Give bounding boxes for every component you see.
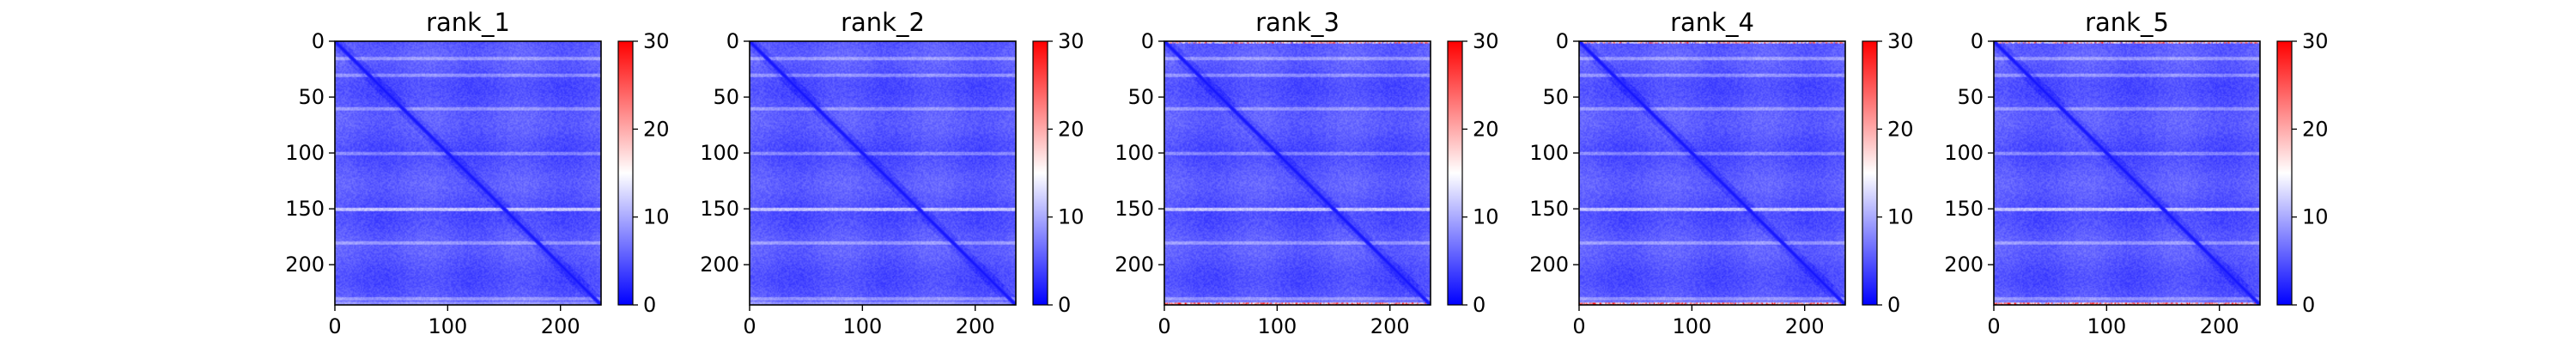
x-tick-label: 0 — [1157, 314, 1170, 338]
panel-title: rank_4 — [1670, 8, 1754, 37]
heatmap-panel-3: rank_3 0 50 100 150 200 0 100 200 0 10 20 30 — [1115, 8, 1498, 338]
colorbar — [1862, 40, 1878, 306]
x-tick-label: 0 — [1572, 314, 1585, 338]
y-tick-label: 200 — [1944, 253, 1984, 277]
y-tick-label: 100 — [1529, 141, 1569, 165]
x-tick-label: 100 — [428, 314, 467, 338]
colorbar-tick-label: 30 — [1058, 29, 1084, 53]
x-tick-label: 200 — [1785, 314, 1825, 338]
y-tick-label: 0 — [726, 29, 739, 53]
axes-frame — [749, 40, 1017, 306]
colorbar-tick-label: 10 — [643, 205, 670, 229]
y-tick-label: 50 — [298, 85, 325, 109]
colorbar-tick-label: 20 — [1887, 117, 1914, 141]
heatmap-panel-1: rank_1 0 50 100 150 200 0 100 200 0 10 20 30 — [285, 8, 669, 338]
colorbar-tick-label: 20 — [643, 117, 670, 141]
axes-frame — [1578, 40, 1846, 306]
heatmap-image — [750, 41, 1016, 305]
axes-frame — [1163, 40, 1431, 306]
y-tick-label: 50 — [1957, 85, 1984, 109]
x-tick-label: 200 — [956, 314, 995, 338]
colorbar — [2276, 40, 2293, 306]
panel-title: rank_3 — [1255, 8, 1340, 37]
heatmap-image — [1579, 41, 1845, 305]
colorbar — [1447, 40, 1463, 306]
y-tick-label: 0 — [1141, 29, 1154, 53]
colorbar-tick-label: 10 — [1058, 205, 1084, 229]
heatmap-image — [335, 41, 601, 305]
y-tick-label: 150 — [1529, 197, 1569, 221]
y-tick-label: 100 — [1115, 141, 1154, 165]
x-tick-label: 100 — [2087, 314, 2126, 338]
y-tick-label: 50 — [1127, 85, 1154, 109]
y-tick-label: 200 — [285, 253, 325, 277]
x-tick-label: 0 — [743, 314, 756, 338]
x-tick-label: 0 — [1987, 314, 2000, 338]
colorbar-tick-label: 30 — [643, 29, 670, 53]
y-tick-label: 50 — [713, 85, 739, 109]
panel-title: rank_1 — [426, 8, 510, 37]
y-tick-label: 100 — [700, 141, 739, 165]
x-tick-label: 200 — [1370, 314, 1410, 338]
y-tick-label: 200 — [700, 253, 739, 277]
y-tick-label: 150 — [700, 197, 739, 221]
panel-title: rank_5 — [2085, 8, 2169, 37]
x-tick-label: 100 — [1672, 314, 1711, 338]
x-tick-label: 100 — [1257, 314, 1297, 338]
colorbar-tick-label: 10 — [1473, 205, 1499, 229]
y-tick-label: 200 — [1115, 253, 1154, 277]
heatmap-panel-5: rank_5 0 50 100 150 200 0 100 200 0 10 20 30 — [1944, 8, 2328, 338]
colorbar-tick-label: 20 — [1058, 117, 1084, 141]
colorbar-tick-label: 20 — [2302, 117, 2329, 141]
colorbar-tick-label: 20 — [1473, 117, 1499, 141]
colorbar-tick-label: 0 — [1473, 293, 1485, 317]
y-tick-label: 150 — [1944, 197, 1984, 221]
heatmap-panel-4: rank_4 0 50 100 150 200 0 100 200 0 10 20 30 — [1529, 8, 1913, 338]
x-tick-label: 100 — [842, 314, 882, 338]
colorbar-tick-label: 30 — [1473, 29, 1499, 53]
heatmap-panel-2: rank_2 0 50 100 150 200 0 100 200 0 10 20 30 — [700, 8, 1084, 338]
colorbar-tick-label: 10 — [1887, 205, 1914, 229]
y-tick-label: 0 — [1556, 29, 1569, 53]
heatmap-image — [1994, 41, 2260, 305]
x-tick-label: 200 — [2200, 314, 2239, 338]
x-tick-label: 0 — [328, 314, 341, 338]
x-tick-label: 200 — [541, 314, 580, 338]
panel-title: rank_2 — [841, 8, 925, 37]
colorbar-tick-label: 0 — [1058, 293, 1071, 317]
y-tick-label: 0 — [1971, 29, 1984, 53]
y-tick-label: 100 — [285, 141, 325, 165]
colorbar-tick-label: 0 — [643, 293, 656, 317]
y-tick-label: 0 — [312, 29, 325, 53]
y-tick-label: 50 — [1542, 85, 1569, 109]
y-tick-label: 100 — [1944, 141, 1984, 165]
colorbar-tick-label: 30 — [2302, 29, 2329, 53]
colorbar-tick-label: 0 — [1887, 293, 1900, 317]
colorbar-tick-label: 30 — [1887, 29, 1914, 53]
y-tick-label: 200 — [1529, 253, 1569, 277]
y-tick-label: 150 — [1115, 197, 1154, 221]
colorbar-tick-label: 10 — [2302, 205, 2329, 229]
colorbar-tick-label: 0 — [2302, 293, 2315, 317]
axes-frame — [334, 40, 602, 306]
heatmap-image — [1164, 41, 1431, 305]
colorbar — [1032, 40, 1048, 306]
y-tick-label: 150 — [285, 197, 325, 221]
colorbar — [617, 40, 634, 306]
axes-frame — [1993, 40, 2261, 306]
